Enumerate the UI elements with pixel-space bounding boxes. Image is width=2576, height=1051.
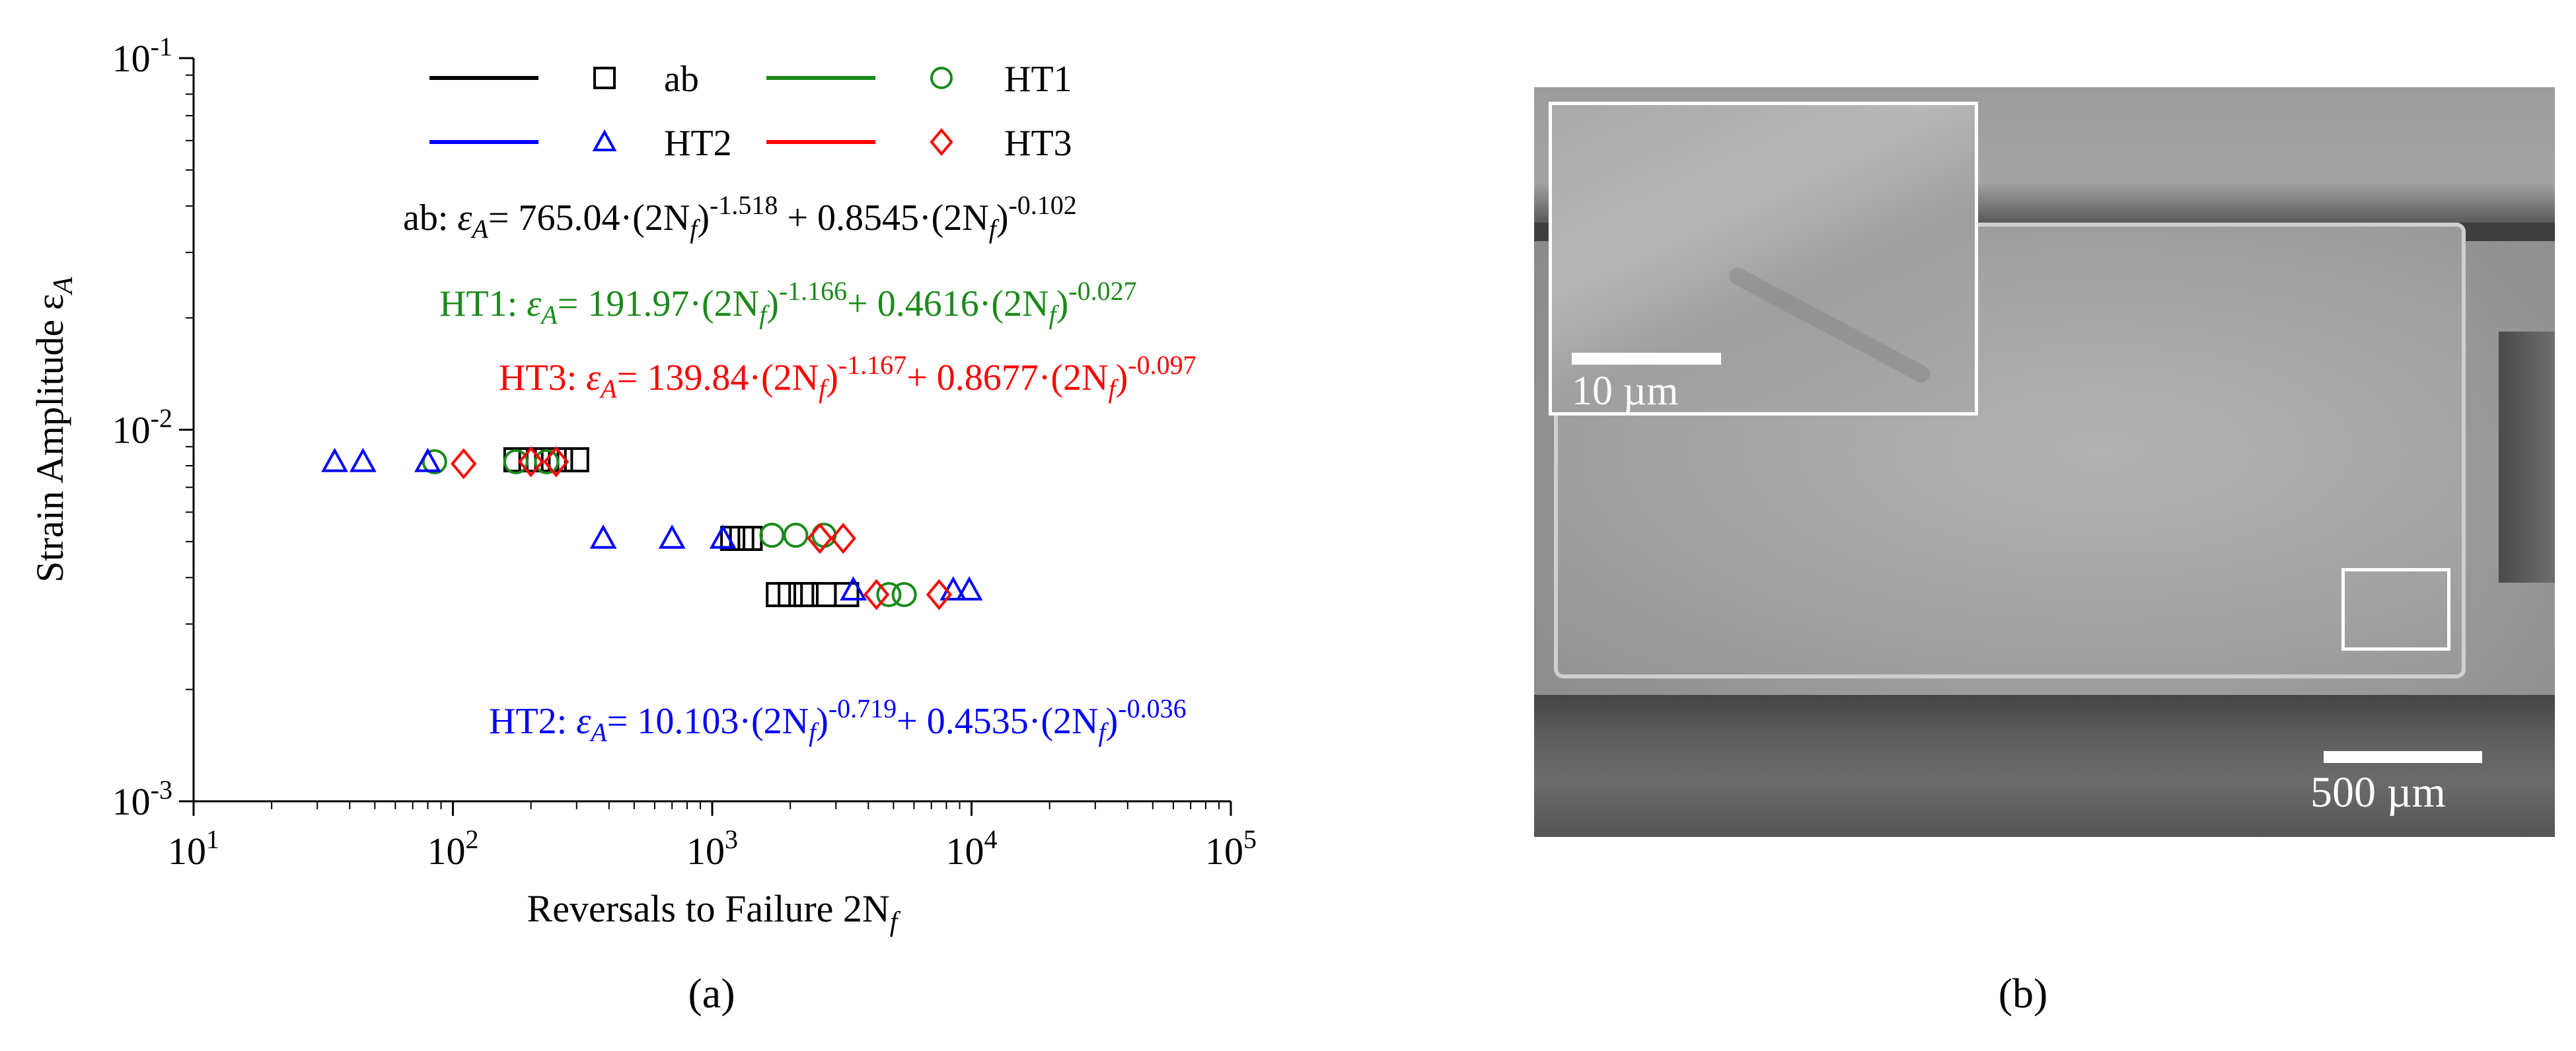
data-point-ht3 [807,523,833,554]
x-tick-label: 101 [168,824,219,873]
x-tick-label: 104 [946,824,998,873]
data-point-ht1 [503,449,529,474]
legend-label-ht3: HT3 [1004,123,1072,164]
x-tick-label: 102 [427,824,479,873]
y-axis-title: Strain Amplitude εA [28,277,79,583]
x-tick-label: 103 [686,824,738,873]
equation-ht2: HT2: εA= 10.103·(2Nf)-0.719+ 0.4535·(2Nf… [489,694,1187,747]
data-point-ab [793,582,819,608]
y-tick-label: 10-2 [112,404,172,452]
data-point-ht2 [349,447,377,472]
equation-ab: ab: εA= 765.04·(2Nf)-1.518 + 0.8545·(2Nf… [403,190,1077,244]
chart-legend: ab HT1 HT2 HT3 [429,59,1072,164]
legend-marker-ht3 [930,127,953,157]
data-point-ht2 [589,524,617,549]
sem-right-slot [2499,332,2555,583]
data-point-ab [778,582,803,608]
sem-bottom-region [1534,695,2555,837]
sem-inset-texture [1726,264,1933,386]
y-tick-label: 10-1 [112,32,172,80]
data-point-ht2 [939,576,967,600]
data-point-ht2 [955,576,983,600]
data-point-ht2 [658,524,686,549]
legend-label-ht2: HT2 [664,123,732,164]
data-point-ht2 [321,447,348,472]
chart-axes [179,57,1232,816]
equation-ht1: HT1: εA= 191.97·(2Nf)-1.166+ 0.4616·(2Nf… [439,276,1137,330]
data-point-ht1 [759,523,785,548]
sem-region-of-interest [2341,568,2450,651]
inset-scale-bar [1572,353,1721,365]
data-point-ab [834,582,860,608]
panel-label-a: (a) [688,970,735,1017]
axis-labels: 101 102 103 104 105 10-3 10-2 10-1 Reversals to … [28,32,1257,937]
x-tick-label: 105 [1205,824,1257,873]
data-point-ht3 [518,446,544,478]
data-point-ab [564,447,589,473]
sem-inset-magnified: 10 µm [1549,102,1978,416]
equation-ht3: HT3: εA= 139.84·(2Nf)-1.167+ 0.8677·(2Nf… [499,350,1196,404]
data-point-ab [737,525,763,551]
legend-marker-ht2 [592,129,617,151]
panel-label-b: (b) [1999,970,2048,1017]
legend-label-ab: ab [664,59,699,100]
data-point-ht3 [926,579,953,610]
data-markers [321,446,983,610]
data-point-ht1 [891,582,917,608]
main-scale-bar [2324,751,2482,763]
sem-fracture-image: 10 µm 500 µm [1534,87,2555,837]
data-point-ht1 [876,582,902,608]
data-point-ht3 [830,523,856,554]
legend-label-ht1: HT1 [1004,59,1072,100]
legend-marker-ht1 [930,67,953,89]
data-point-ht2 [414,447,441,472]
data-point-ht3 [864,579,890,610]
data-point-ht3 [451,448,477,480]
legend-marker-ab [593,67,616,89]
data-point-ht2 [709,524,737,549]
main-scale-label: 500 µm [2310,768,2446,816]
data-point-ht1 [422,449,447,474]
data-point-ht2 [840,576,867,600]
inset-scale-label: 10 µm [1572,369,1679,414]
data-point-ht1 [783,523,809,548]
y-tick-label: 10-3 [112,775,172,823]
data-point-ht1 [534,449,560,474]
data-point-ht3 [543,446,570,478]
fit-equations: ab: εA= 765.04·(2Nf)-1.518 + 0.8545·(2Nf… [403,190,1196,747]
x-axis-title: Reversals to Failure 2Nf [527,887,901,937]
